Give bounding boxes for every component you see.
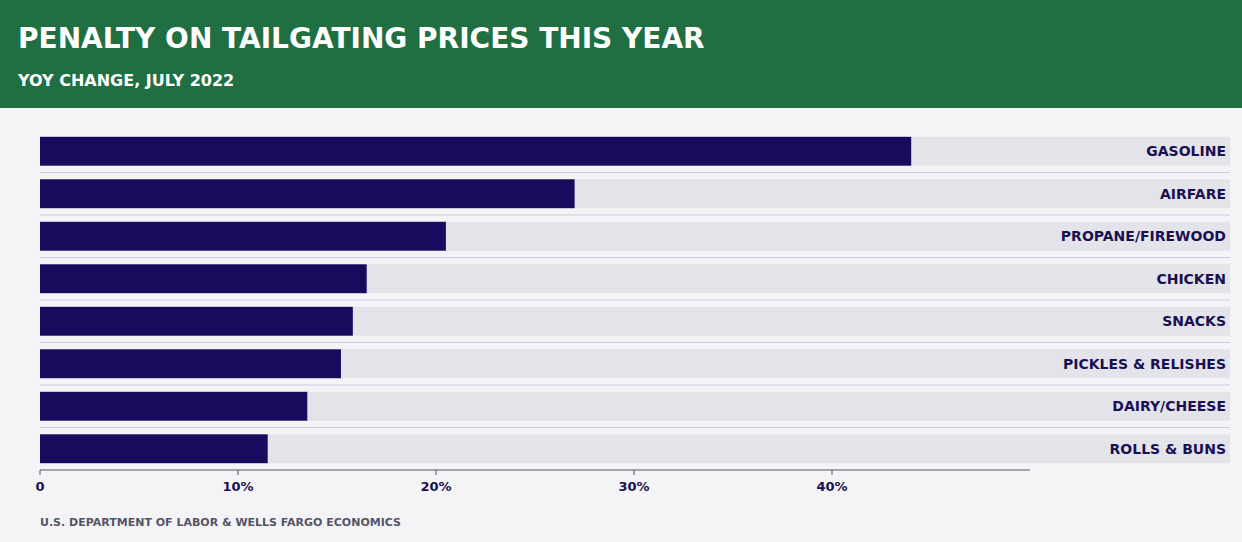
track	[40, 264, 1230, 293]
bar	[40, 222, 446, 251]
track	[40, 137, 1230, 166]
category-label: CHICKEN	[1156, 271, 1226, 287]
axis-line	[40, 470, 1030, 471]
separator	[40, 385, 1230, 386]
category-label: AIRFARE	[1160, 186, 1226, 202]
tick-label: 10%	[222, 479, 253, 494]
separator	[40, 427, 1230, 428]
x-axis: 0 10% 20% 30% 40%	[35, 470, 1030, 494]
tick	[832, 470, 833, 475]
background	[0, 0, 1242, 542]
title: PENALTY ON TAILGATING PRICES THIS YEAR	[18, 22, 705, 55]
separator	[40, 257, 1230, 258]
bar	[40, 392, 307, 421]
separator	[40, 172, 1230, 173]
category-label: ROLLS & BUNS	[1110, 441, 1226, 457]
category-label: SNACKS	[1162, 313, 1226, 329]
tick-label: 20%	[420, 479, 451, 494]
track	[40, 349, 1230, 378]
bar	[40, 307, 353, 336]
track	[40, 392, 1230, 421]
bar	[40, 434, 268, 463]
subtitle: YOY CHANGE, JULY 2022	[17, 71, 234, 90]
track	[40, 222, 1230, 251]
tick	[40, 470, 41, 475]
bar	[40, 349, 341, 378]
bar	[40, 137, 911, 166]
tick	[238, 470, 239, 475]
track	[40, 307, 1230, 336]
track	[40, 434, 1230, 463]
category-label: GASOLINE	[1146, 143, 1226, 159]
category-label: DAIRY/CHEESE	[1112, 398, 1226, 414]
bar	[40, 179, 575, 208]
tick-label: 30%	[618, 479, 649, 494]
tick-label: 0	[35, 479, 44, 494]
track	[40, 179, 1230, 208]
separator	[40, 215, 1230, 216]
tick	[634, 470, 635, 475]
separator	[40, 342, 1230, 343]
category-label: PROPANE/FIREWOOD	[1061, 228, 1226, 244]
header	[0, 0, 1242, 108]
bars	[40, 137, 911, 463]
tick	[436, 470, 437, 475]
tick-label: 40%	[816, 479, 847, 494]
separator	[40, 300, 1230, 301]
category-label: PICKLES & RELISHES	[1063, 356, 1226, 372]
bar	[40, 264, 367, 293]
annotation: U.S. DEPARTMENT OF LABOR & WELLS FARGO E…	[40, 516, 401, 529]
